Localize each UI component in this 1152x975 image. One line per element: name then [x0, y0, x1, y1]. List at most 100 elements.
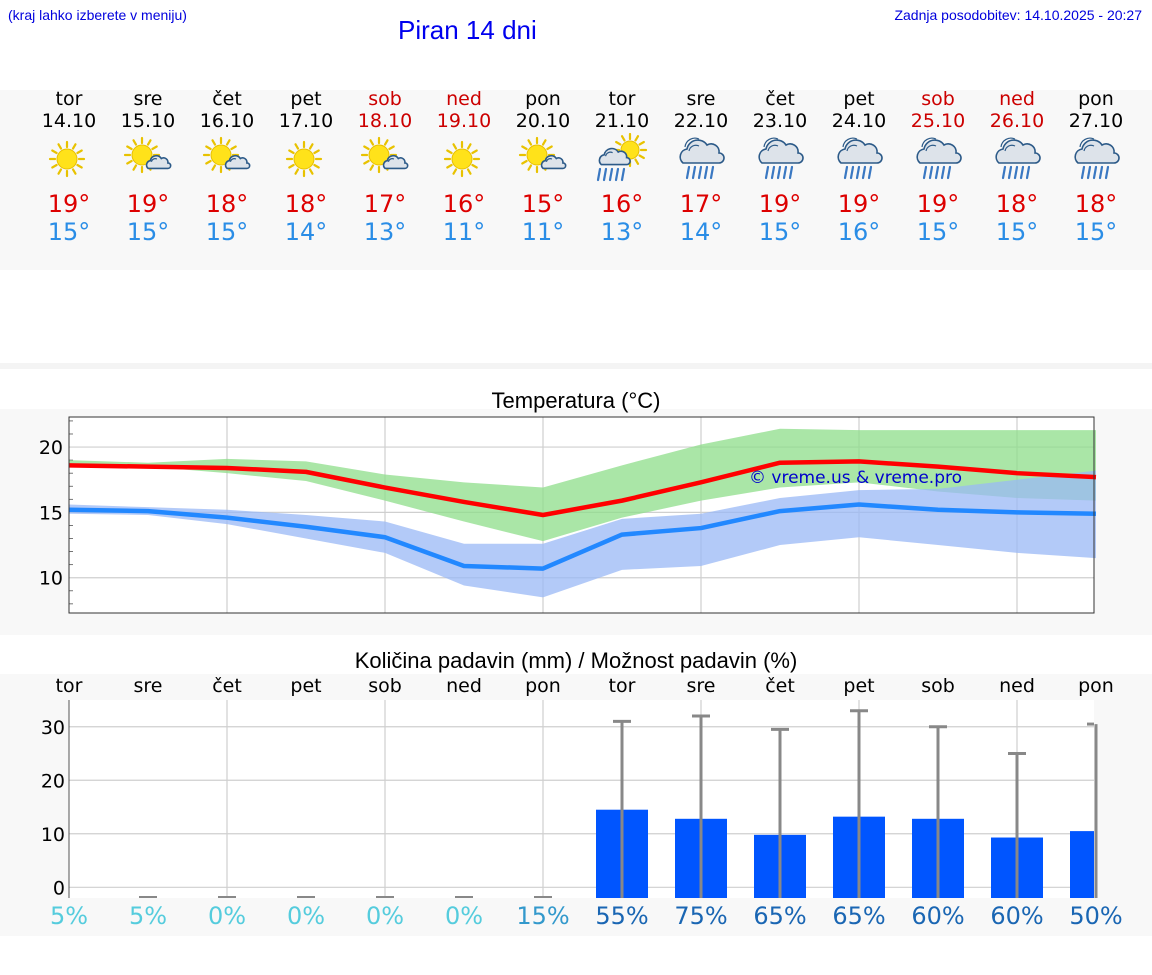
- day-date: 23.10: [752, 110, 808, 132]
- day-name: pon: [1078, 88, 1114, 110]
- rain-cloud-icon: [679, 137, 725, 180]
- day-column: ned 26.10 18° 15°: [977, 88, 1057, 246]
- precipitation-chance: 5%: [49, 902, 89, 930]
- precipitation-chance: 65%: [753, 902, 807, 930]
- daily-forecast: tor 14.10 19° 15° sre 15.10 19° 15° čet 16.10 18° 1…: [0, 88, 1152, 258]
- min-temperature: 15°: [47, 218, 91, 246]
- min-temperature: 13°: [363, 218, 407, 246]
- max-temperature: 16°: [442, 190, 486, 218]
- rain-cloud-icon: [995, 137, 1041, 180]
- day-column: čet 16.10 18° 15°: [187, 88, 267, 246]
- max-temperature: 16°: [600, 190, 644, 218]
- min-temperature: 11°: [442, 218, 486, 246]
- day-name: pet: [290, 88, 322, 110]
- precipitation-chance: 50%: [1069, 902, 1123, 930]
- precipitation-chance: 65%: [832, 902, 886, 930]
- day-name: tor: [55, 88, 83, 110]
- x-category-label: čet: [765, 675, 795, 697]
- sun-cloud-icon: [360, 136, 409, 174]
- precipitation-bar: [1070, 831, 1094, 898]
- max-temperature: 17°: [679, 190, 723, 218]
- y-tick-label: 10: [39, 568, 63, 590]
- precipitation-chance: 75%: [674, 902, 728, 930]
- day-date: 27.10: [1068, 110, 1124, 132]
- min-temperature-line: [68, 502, 1097, 571]
- x-category-label: sre: [134, 675, 163, 697]
- y-tick-label: 0: [53, 877, 65, 899]
- min-temperature: 15°: [1074, 218, 1118, 246]
- min-temperature: 16°: [837, 218, 881, 246]
- sun-cloud-icon: [518, 136, 567, 174]
- min-temperature: 14°: [679, 218, 723, 246]
- day-name: pet: [843, 88, 875, 110]
- day-date: 21.10: [594, 110, 650, 132]
- day-name: pon: [525, 88, 561, 110]
- day-name: ned: [446, 88, 482, 110]
- day-column: čet 23.10 19° 15°: [740, 88, 820, 246]
- x-category-label: čet: [212, 675, 242, 697]
- sun-rain-icon: [596, 133, 648, 182]
- day-date: 15.10: [120, 110, 176, 132]
- day-name: čet: [212, 88, 242, 110]
- min-temperature-range: [69, 470, 1096, 598]
- precipitation-chance: 60%: [990, 902, 1044, 930]
- x-category-label: sre: [687, 675, 716, 697]
- day-column: sre 22.10 17° 14°: [661, 88, 741, 246]
- rain-cloud-icon: [758, 137, 804, 180]
- max-temperature: 19°: [916, 190, 960, 218]
- day-column: pet 17.10 18° 14°: [266, 88, 346, 246]
- max-temperature: 15°: [521, 190, 565, 218]
- precipitation-chance-row: 5% 5% 0% 0% 0% 0% 15% 55% 75% 65% 65% 60% 60% 50%: [0, 902, 1152, 936]
- x-category-label: tor: [56, 675, 83, 697]
- day-column: sre 15.10 19° 15°: [108, 88, 188, 246]
- min-temperature: 14°: [284, 218, 328, 246]
- max-temperature: 19°: [758, 190, 802, 218]
- y-tick-label: 20: [41, 770, 65, 792]
- day-date: 14.10: [41, 110, 97, 132]
- day-column: pon 27.10 18° 15°: [1056, 88, 1136, 246]
- max-temperature-line: [68, 459, 1097, 518]
- precipitation-chance: 5%: [128, 902, 168, 930]
- y-tick-label: 15: [39, 502, 63, 524]
- day-name: sob: [368, 88, 402, 110]
- day-name: čet: [765, 88, 795, 110]
- precipitation-chance: 55%: [595, 902, 649, 930]
- x-category-label: tor: [609, 675, 636, 697]
- day-date: 20.10: [515, 110, 571, 132]
- max-temperature: 18°: [1074, 190, 1118, 218]
- day-date: 17.10: [278, 110, 334, 132]
- temperature-chart-title: Temperatura (°C): [491, 388, 661, 413]
- x-category-label: ned: [446, 675, 482, 697]
- day-date: 25.10: [910, 110, 966, 132]
- x-category-label: pet: [843, 675, 874, 697]
- sun-cloud-icon: [123, 136, 172, 174]
- day-column: pet 24.10 19° 16°: [819, 88, 899, 246]
- day-column: sob 18.10 17° 13°: [345, 88, 425, 246]
- precipitation-chance: 15%: [516, 902, 570, 930]
- day-name: tor: [608, 88, 636, 110]
- day-date: 26.10: [989, 110, 1045, 132]
- min-temperature: 15°: [205, 218, 249, 246]
- precipitation-chance: 0%: [365, 902, 405, 930]
- day-date: 24.10: [831, 110, 887, 132]
- day-date: 22.10: [673, 110, 729, 132]
- y-tick-label: 10: [41, 824, 65, 846]
- precipitation-chance: 0%: [444, 902, 484, 930]
- day-column: pon 20.10 15° 11°: [503, 88, 583, 246]
- min-temperature: 15°: [126, 218, 170, 246]
- x-category-label: sob: [921, 675, 955, 697]
- day-name: sre: [686, 88, 716, 110]
- max-temperature: 18°: [995, 190, 1039, 218]
- precipitation-chance: 0%: [207, 902, 247, 930]
- precipitation-chance: 0%: [286, 902, 326, 930]
- max-temperature: 19°: [47, 190, 91, 218]
- precipitation-chart-title: Količina padavin (mm) / Možnost padavin …: [354, 648, 798, 673]
- plot-frame: [68, 416, 1095, 614]
- watermark: © vreme.us & vreme.pro: [749, 468, 962, 488]
- x-category-label: pon: [1078, 675, 1114, 697]
- precipitation-chart: tor sre čet pet sob ned pon tor sre čet pet sob ned p…: [41, 675, 1114, 899]
- min-temperature: 11°: [521, 218, 565, 246]
- max-temperature: 19°: [837, 190, 881, 218]
- rain-cloud-icon: [1074, 137, 1120, 180]
- day-date: 19.10: [436, 110, 492, 132]
